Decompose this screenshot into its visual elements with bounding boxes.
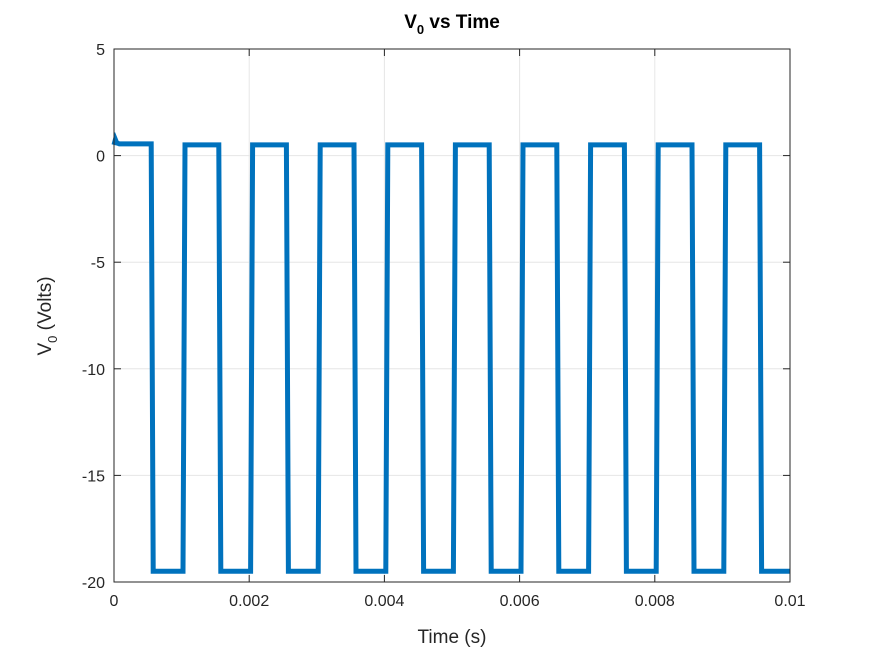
y-tick-label: -20: [82, 575, 105, 592]
x-tick-label: 0.01: [774, 593, 805, 610]
y-axis-label-rest: (Volts): [35, 276, 56, 335]
y-axis-label-subscript: 0: [45, 336, 60, 343]
y-tick-label: -10: [82, 362, 105, 379]
voltage-series-line: [111, 131, 790, 574]
y-tick-label: 0: [96, 149, 105, 166]
chart-title-subscript: 0: [417, 22, 424, 37]
x-tick-label: 0.008: [635, 593, 675, 610]
x-tick-label: 0.006: [500, 593, 540, 610]
y-tick-labels: -20 -15 -10 -5 0 5: [82, 42, 105, 592]
y-tick-label: 5: [96, 42, 105, 59]
ticks: [113, 48, 791, 583]
y-tick-label: -15: [82, 468, 105, 485]
x-tick-label: 0: [110, 593, 119, 610]
x-axis-label: Time (s): [418, 627, 487, 648]
y-axis-label-main: V: [35, 343, 56, 356]
series-group: [111, 131, 790, 574]
x-tick-label: 0.002: [229, 593, 269, 610]
y-tick-label: -5: [91, 255, 105, 272]
y-axis-label: V0 (Volts): [35, 276, 60, 355]
x-tick-label: 0.004: [364, 593, 404, 610]
chart-title: V0 vs Time: [404, 12, 500, 37]
axes-box: [113, 48, 791, 583]
chart-title-rest: vs Time: [424, 12, 500, 33]
x-tick-labels: 0 0.002 0.004 0.006 0.008 0.01: [110, 593, 806, 610]
chart-title-main: V: [404, 12, 417, 33]
